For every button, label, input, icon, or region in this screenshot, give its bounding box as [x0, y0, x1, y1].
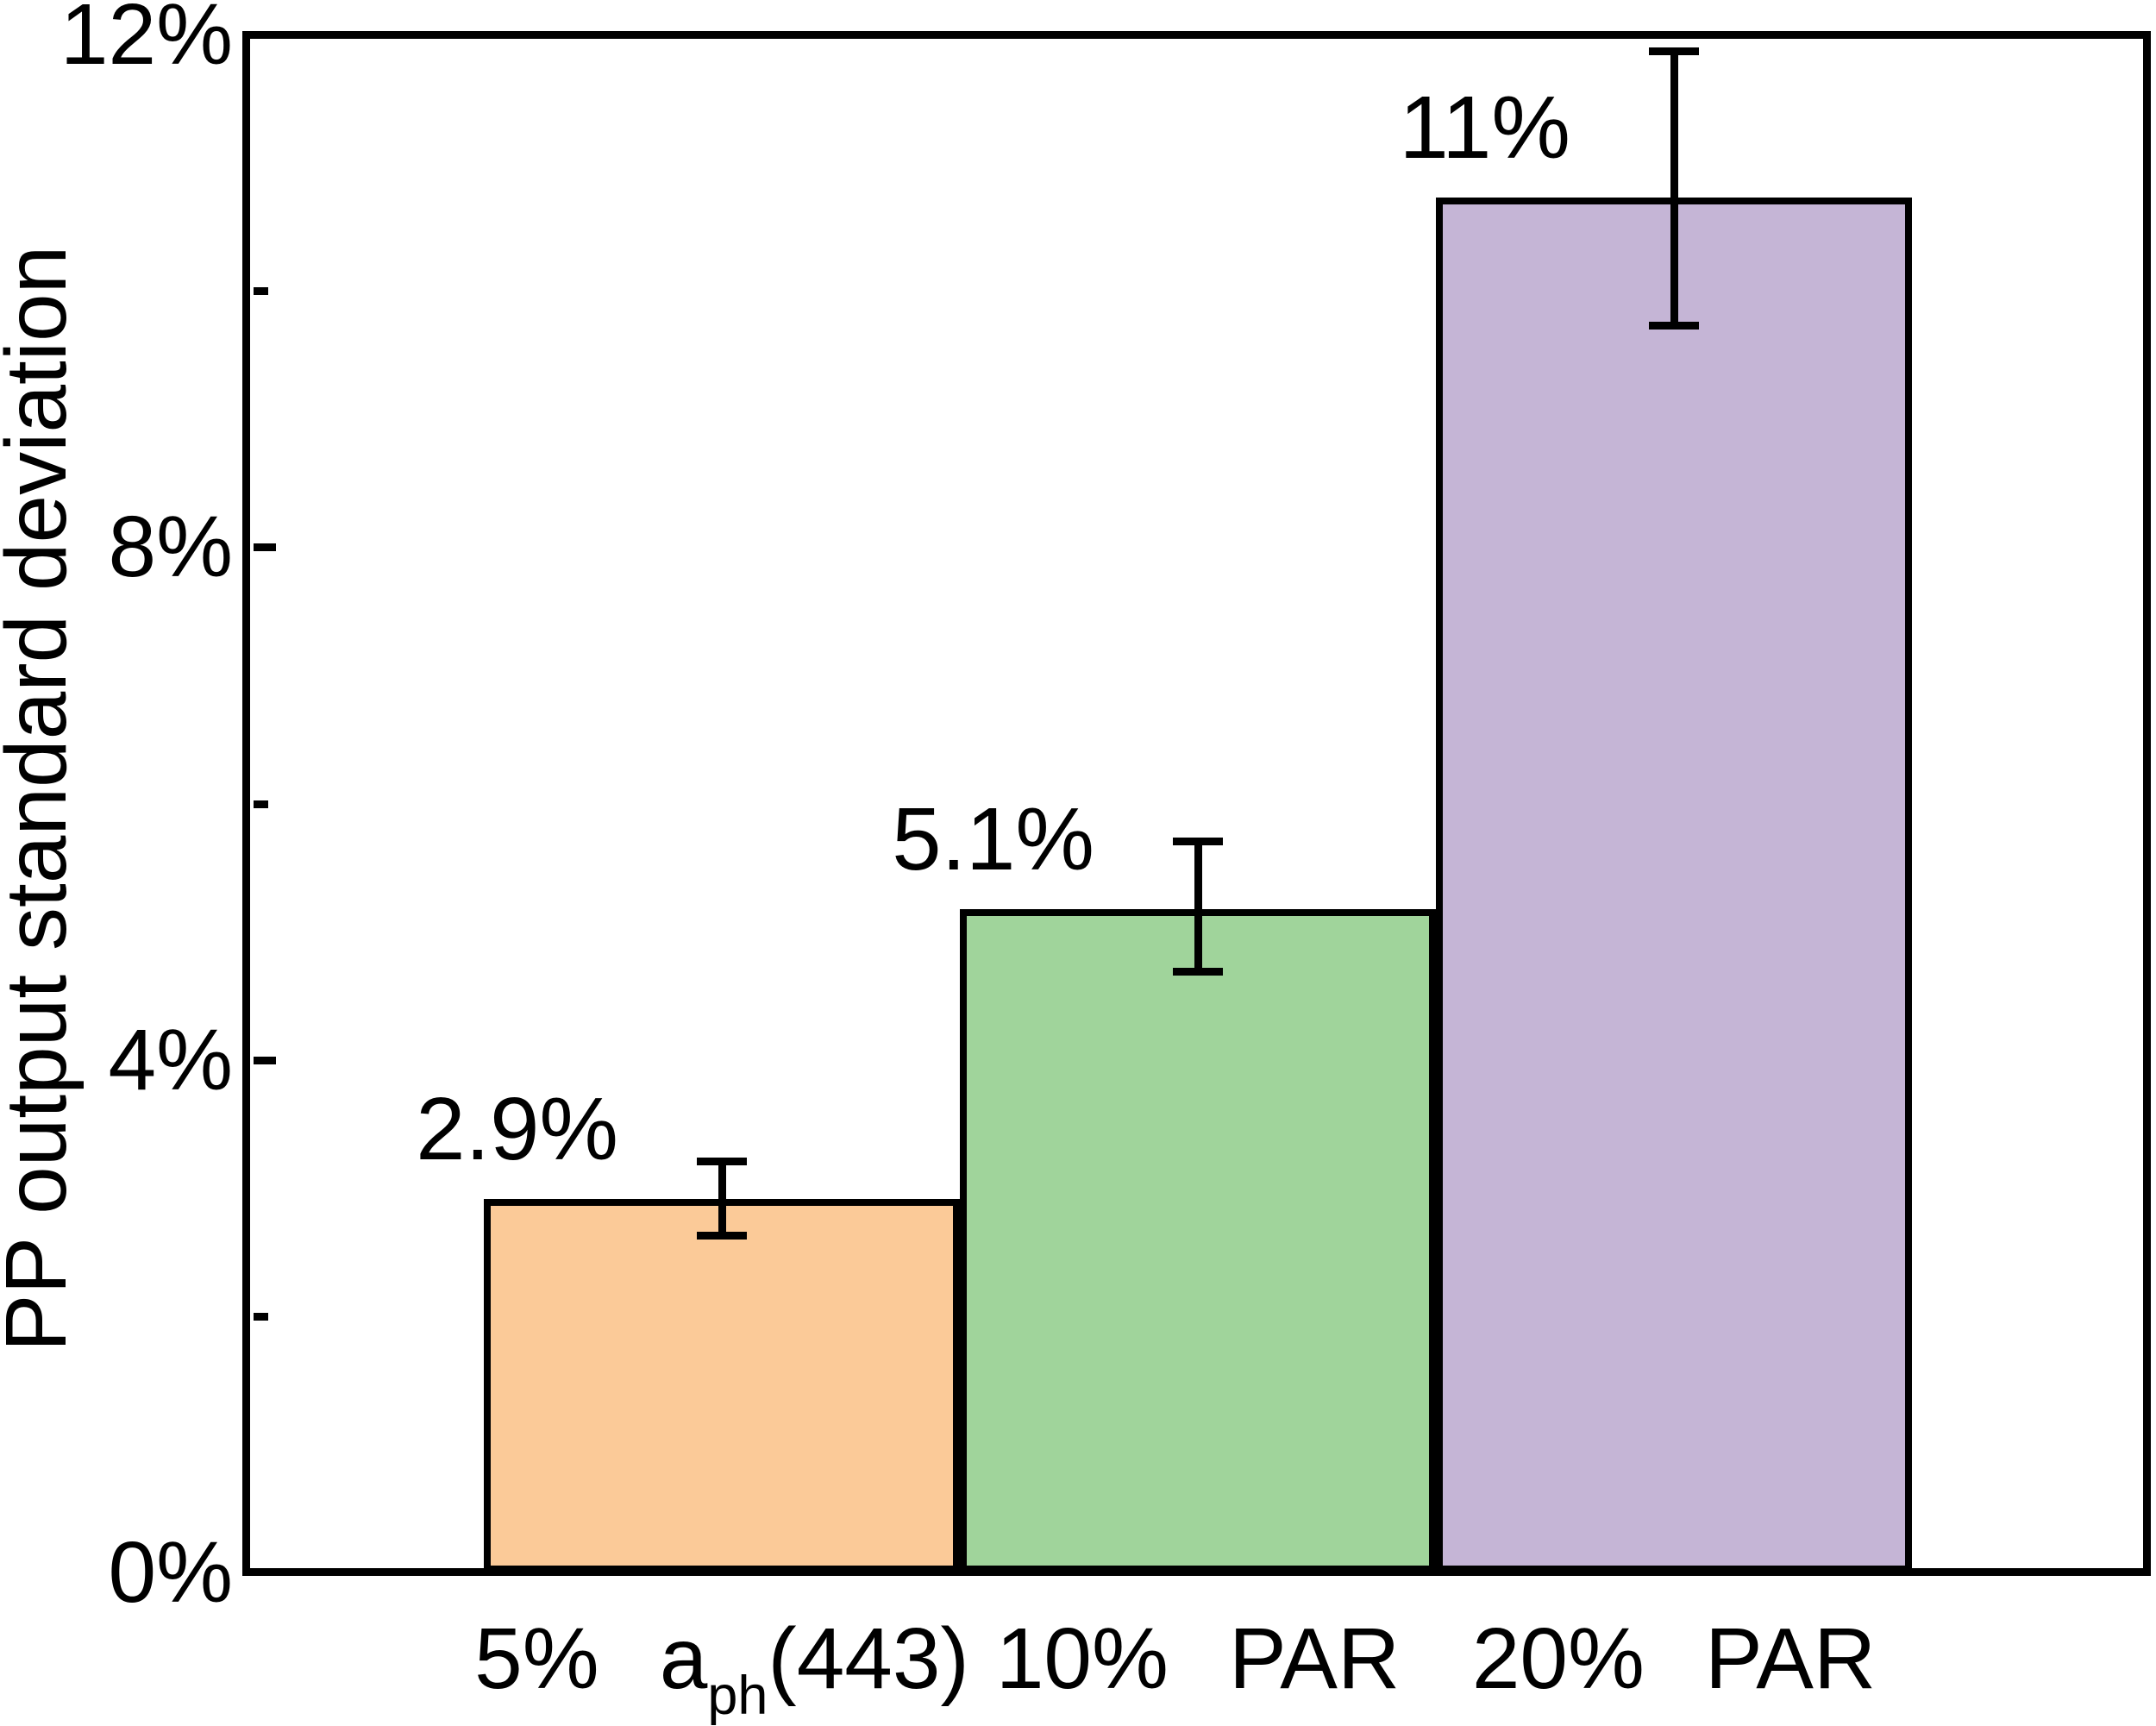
x-label-base: PAR — [1704, 1610, 1877, 1707]
x-label-base: PAR — [1228, 1610, 1401, 1707]
error-bar-cap-bottom — [1173, 968, 1223, 976]
x-category-label: 20% PAR — [1243, 1610, 2105, 1709]
y-major-tick — [254, 543, 276, 552]
y-tick-label: 8% — [108, 499, 233, 596]
y-tick-label: 12% — [60, 0, 233, 84]
y-major-tick — [254, 1056, 276, 1064]
error-bar-line — [1670, 51, 1678, 325]
error-bar-cap-bottom — [1649, 322, 1699, 330]
bar — [1436, 198, 1912, 1572]
y-axis-title: PP output standard deviation — [0, 245, 85, 1353]
x-label-prefix: 5% — [474, 1610, 599, 1707]
y-tick-label: 4% — [108, 1011, 233, 1108]
bar-value-label: 11% — [1399, 78, 1570, 177]
x-label-base: a — [659, 1610, 708, 1707]
x-label-prefix: 10% — [995, 1610, 1169, 1707]
bar-value-label: 2.9% — [416, 1079, 618, 1178]
bar — [960, 909, 1436, 1572]
error-bar-line — [718, 1161, 726, 1235]
y-tick-label: 0% — [108, 1524, 233, 1621]
error-bar-cap-bottom — [697, 1232, 747, 1240]
x-label-prefix: 20% — [1471, 1610, 1645, 1707]
y-minor-tick — [254, 800, 268, 808]
x-label-subscript: ph — [707, 1666, 768, 1726]
error-bar-cap-top — [1649, 47, 1699, 55]
x-category-label: 10% PAR — [767, 1610, 1629, 1709]
y-minor-tick — [254, 287, 268, 296]
bar — [484, 1199, 960, 1572]
x-label-suffix: (443) — [768, 1610, 969, 1707]
error-bar-cap-top — [1173, 838, 1223, 845]
error-bar-line — [1194, 841, 1202, 971]
error-bar-cap-top — [697, 1158, 747, 1165]
bar-value-label: 5.1% — [892, 789, 1094, 888]
y-minor-tick — [254, 1312, 268, 1321]
